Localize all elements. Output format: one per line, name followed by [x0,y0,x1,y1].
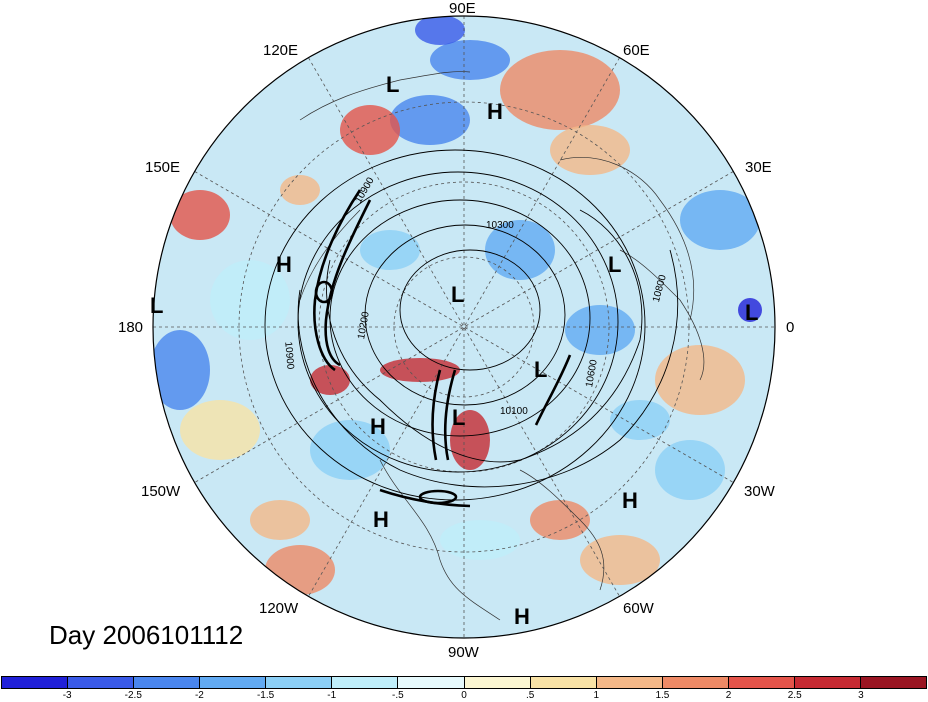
colorbar-tick-labels: -3 -2.5 -2 -1.5 -1 -.5 0 .5 1 1.5 2 2.5 3 [0,690,928,702]
colorbar [1,676,927,689]
high-marker: H [370,414,386,439]
colorbar-tick-label: 0 [461,690,467,701]
anomaly-patch [450,410,490,470]
colorbar-tick-label: -2 [194,690,204,701]
date-label: Day 2006101112 [49,620,244,650]
colorbar-box [530,677,597,688]
lon-label-30e: 30E [745,159,772,176]
colorbar-box [728,677,795,688]
lon-label-90e: 90E [449,0,476,17]
lon-label-120w: 120W [259,600,299,617]
anomaly-patch [550,125,630,175]
jet-contours [313,189,572,508]
anomaly-patch [440,520,520,560]
colorbar-tick-label: -1.5 [256,690,275,701]
low-marker: L [534,357,548,382]
low-marker: L [745,300,759,325]
colorbar-tick-label: -2.5 [124,690,142,701]
height-contours [264,149,679,501]
colorbar-tick-label: 2 [725,690,732,701]
anomaly-patch [210,260,290,340]
colorbar-box [68,677,135,688]
lon-label-180: 180 [118,319,144,336]
low-marker: L [451,282,465,307]
colorbar-box [464,677,531,688]
anomaly-patch [340,105,400,155]
anomaly-patch [430,40,510,80]
anomaly-patch [250,500,310,540]
contour-label: 10100 [500,406,528,417]
colorbar-tick-label: 2.5 [787,690,802,701]
lon-label-60w: 60W [623,600,654,617]
colorbar-box [794,677,862,688]
colorbar-tick-label: -3 [62,690,72,701]
contour-label: 10900 [282,341,296,370]
low-marker: L [608,252,622,277]
anomaly-patch [280,175,320,205]
anomaly-patch [310,420,390,480]
anomaly-patch [310,365,350,395]
colorbar-tick-label: 1.5 [655,690,670,701]
lon-label-120e: 120E [263,42,299,59]
colorbar-tick-label: .5 [525,690,535,701]
lon-label-150w: 150W [141,483,181,500]
colorbar-box [266,677,333,688]
map-boundary [152,15,776,639]
lon-label-90w: 90W [448,644,479,661]
anomaly-patch [655,440,725,500]
anomaly-patch [610,400,670,440]
anomaly-patch [738,298,762,322]
anomaly-patch [680,190,760,250]
anomaly-patch [153,330,210,410]
anomaly-patch [415,16,465,45]
lon-label-0: 0 [786,319,795,336]
anomaly-patch [360,230,420,270]
lon-label-150e: 150E [145,159,181,176]
anomaly-patch [180,400,260,460]
anomaly-patch [170,190,230,240]
anomaly-patch [265,545,335,595]
colorbar-box [200,677,267,688]
high-marker: H [622,488,638,513]
colorbar-box [662,677,729,688]
colorbar-box [2,677,69,688]
low-marker: L [150,293,164,318]
coastlines [299,71,705,621]
contour-label: 10300 [486,220,514,231]
colorbar-box [398,677,465,688]
colorbar-box [861,677,927,688]
grid-lines [153,16,775,638]
anomaly-patch [390,95,470,145]
colorbar-box [134,677,201,688]
low-marker: L [386,72,400,97]
colorbar-tick-label: -.5 [392,690,404,701]
high-marker: H [487,99,503,124]
high-marker: H [514,604,530,629]
high-marker: H [276,252,292,277]
high-marker: H [373,507,389,532]
anomaly-patch [530,500,590,540]
anomaly-patch [380,358,460,382]
colorbar-tick-label: 1 [593,690,600,701]
colorbar-box [332,677,399,688]
lon-label-60e: 60E [623,42,650,59]
lon-label-30w: 30W [744,483,775,500]
anomaly-patch [500,50,620,130]
colorbar-tick-label: 3 [858,690,864,701]
colorbar-tick-label: -1 [327,690,337,701]
anomaly-patch [485,220,555,280]
colorbar-box [596,677,663,688]
anomaly-patch [565,305,635,355]
low-marker: L [452,405,466,430]
